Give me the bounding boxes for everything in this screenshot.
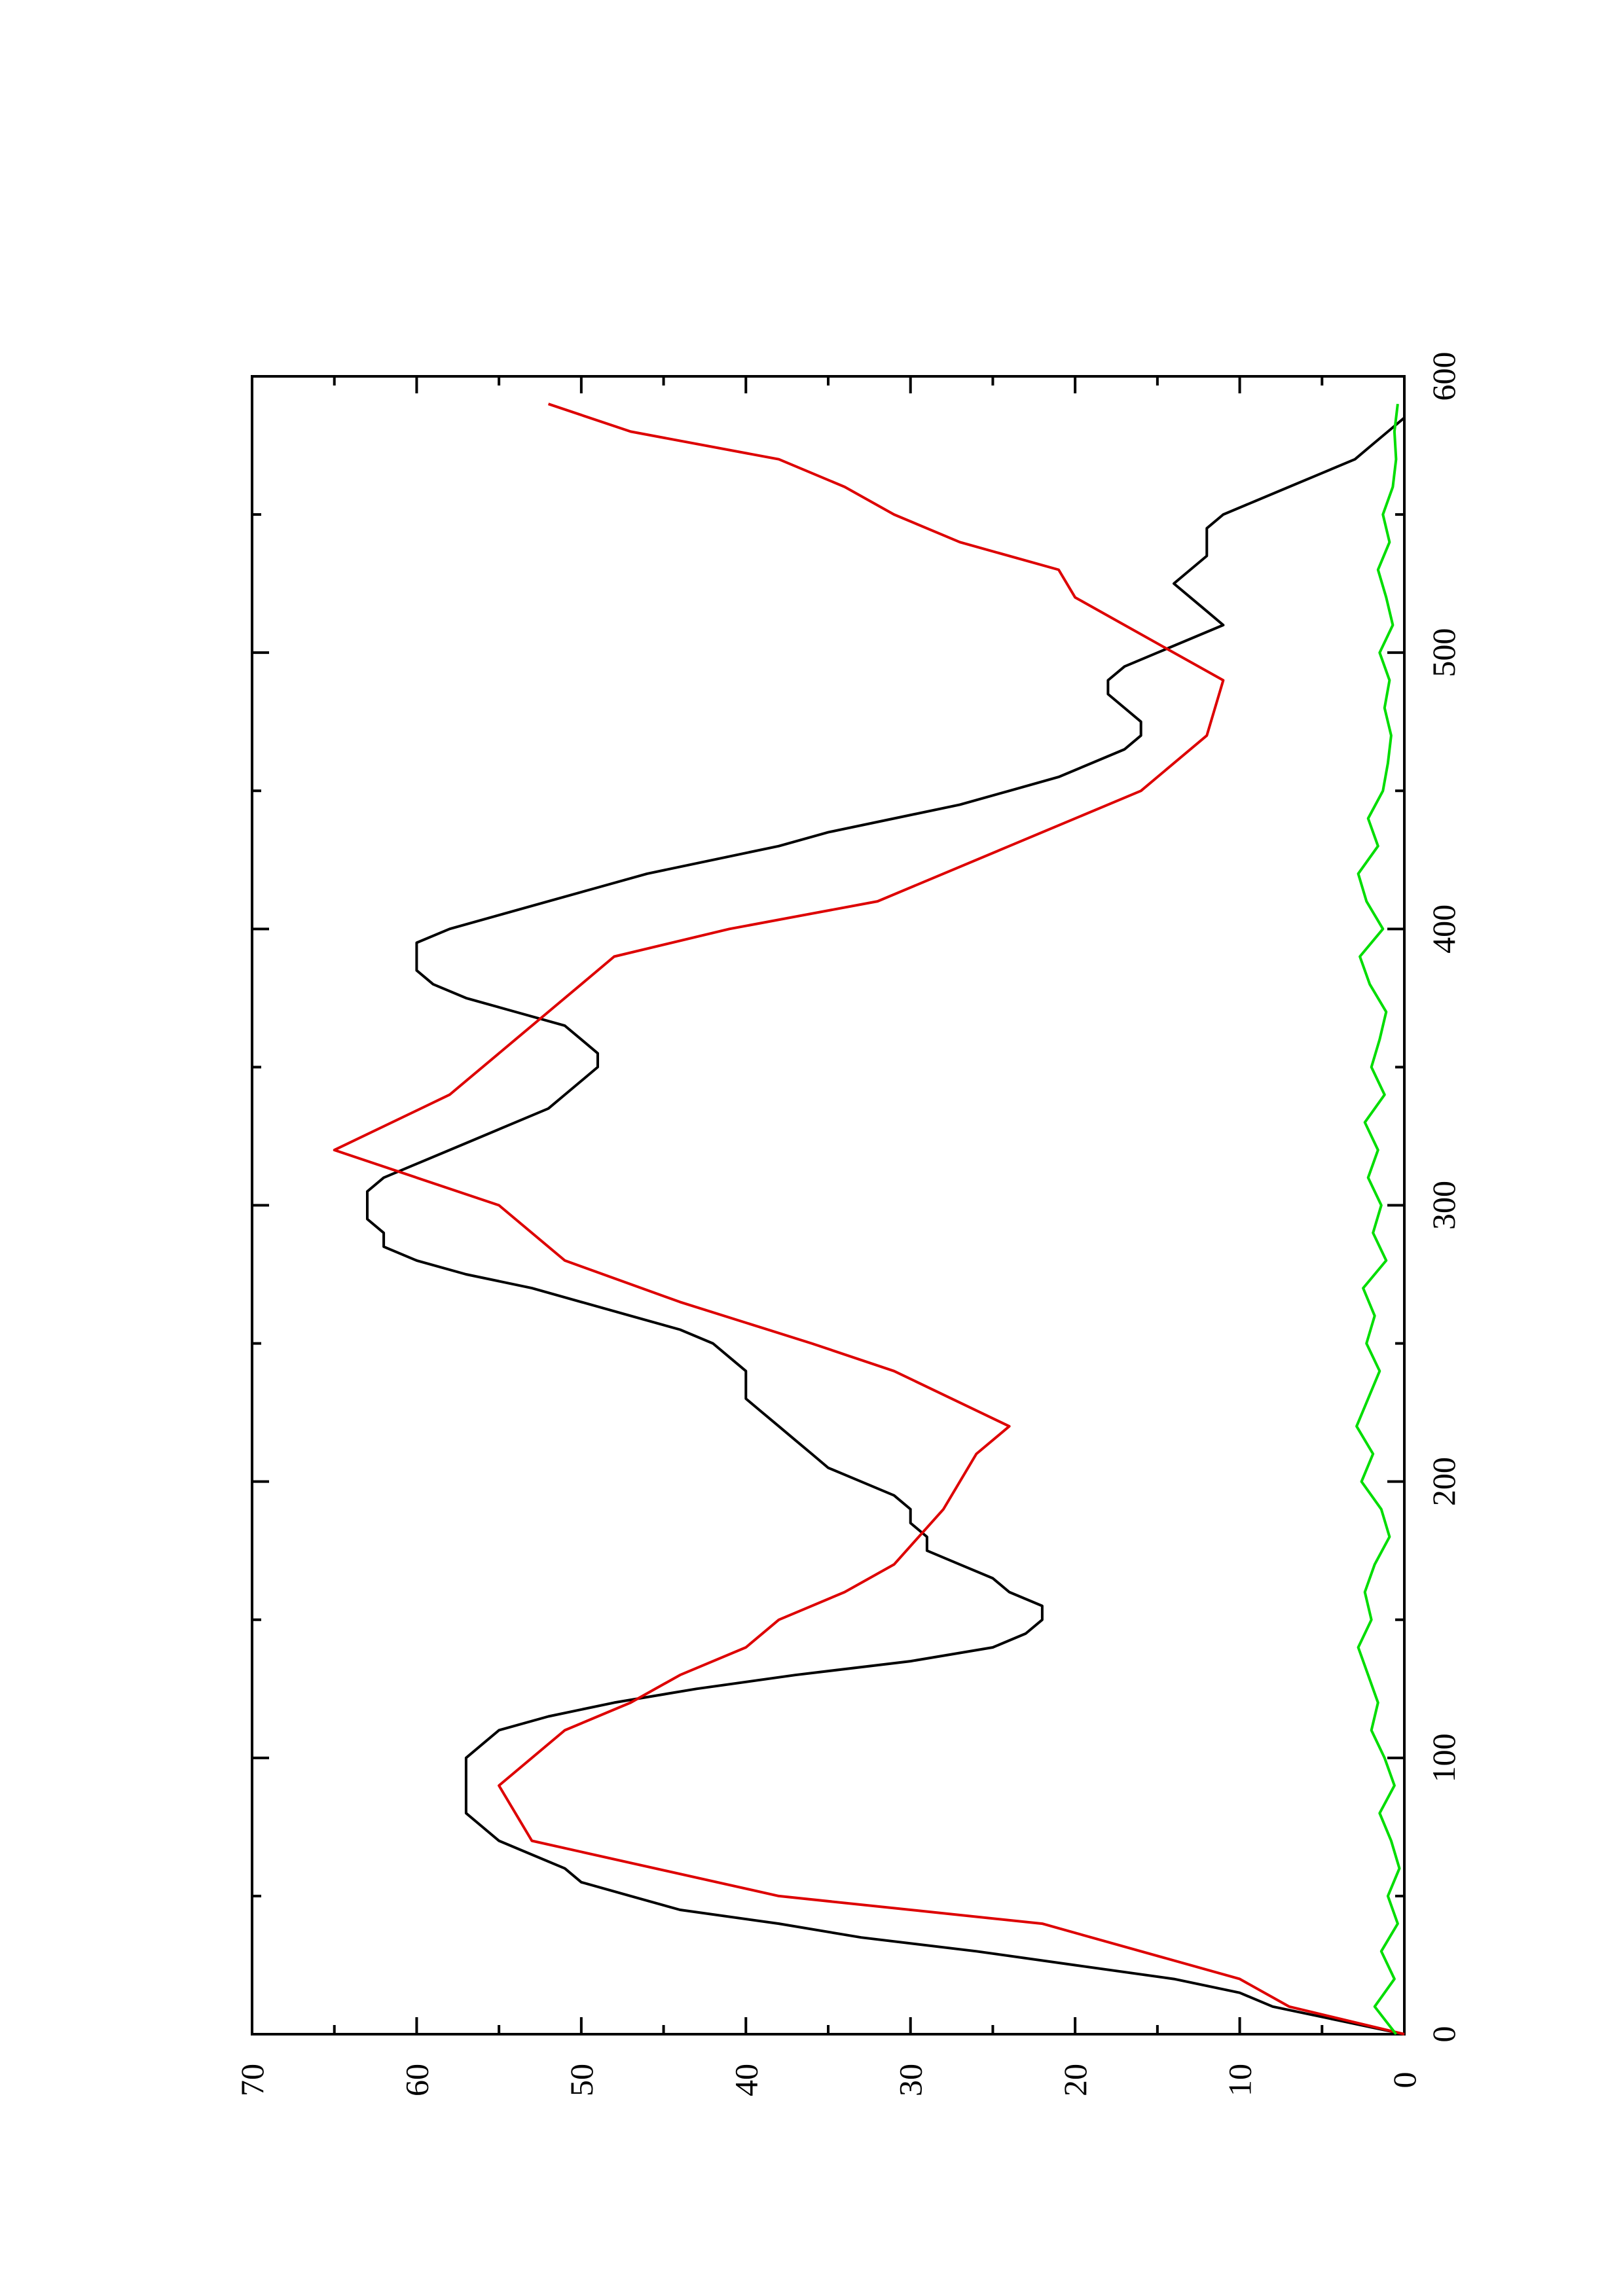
y-tick-label: 40	[727, 2064, 764, 2096]
x-tick-label: 100	[1425, 1733, 1462, 1782]
black-series-line	[367, 404, 1404, 2034]
y-tick-label: 30	[892, 2064, 929, 2096]
y-tick-label: 20	[1057, 2064, 1093, 2096]
x-tick-label: 400	[1425, 905, 1462, 954]
y-tick-label: 10	[1222, 2064, 1258, 2096]
tick-labels: 0 100 200 300 400 500 600 0 10 20 30 40 50 60 70	[234, 352, 1462, 2097]
x-tick-label: 500	[1425, 628, 1462, 677]
plot-border	[252, 376, 1404, 2034]
x-tick-label: 200	[1425, 1457, 1462, 1506]
series-lines	[335, 404, 1404, 2034]
y-tick-label: 60	[398, 2064, 435, 2096]
x-tick-label: 0	[1425, 2026, 1462, 2043]
y-tick-label: 50	[563, 2064, 600, 2096]
x-tick-label: 300	[1425, 1181, 1462, 1230]
axis-ticks	[252, 376, 1404, 2034]
x-tick-label: 600	[1425, 352, 1462, 401]
y-tick-label: 70	[234, 2064, 270, 2096]
plot-frame	[252, 376, 1404, 2034]
y-tick-label: 0	[1386, 2072, 1423, 2089]
red-series-line	[335, 404, 1404, 2034]
green-series-line	[1357, 404, 1399, 2034]
